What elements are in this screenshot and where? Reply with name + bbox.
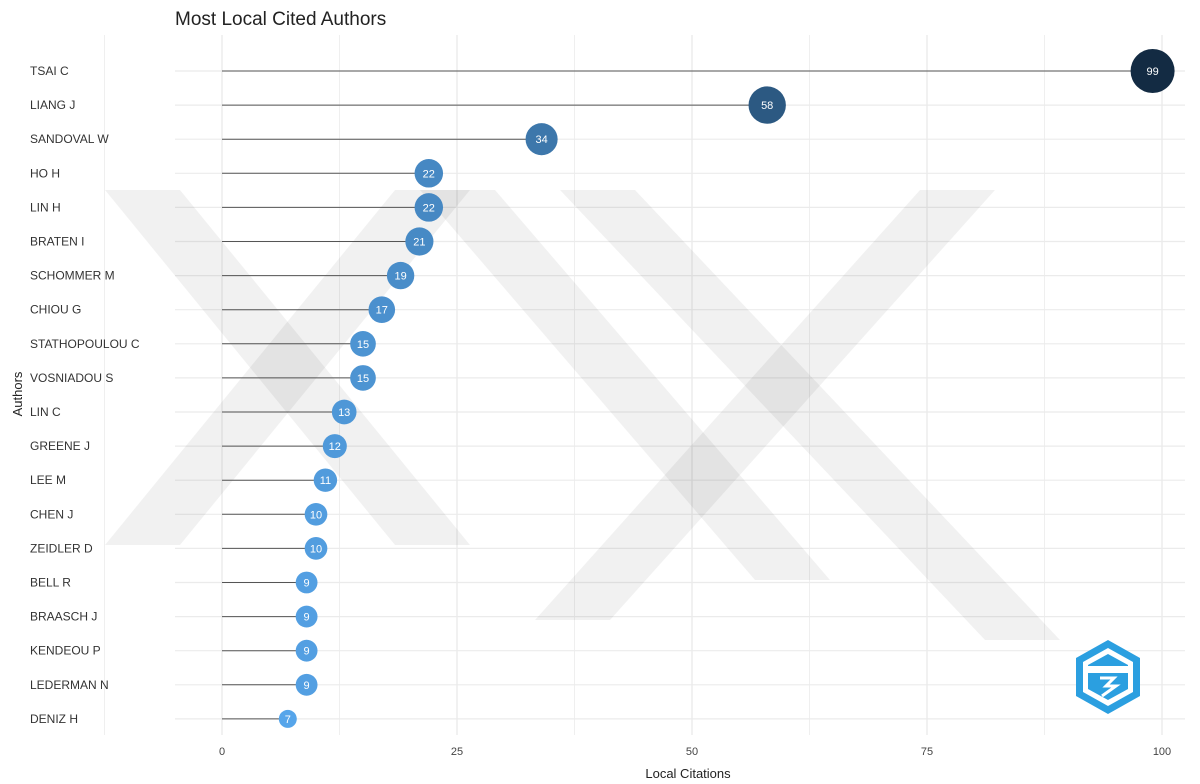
lollipop-dot (295, 639, 318, 662)
value-label: 58 (761, 100, 773, 112)
value-label: 12 (329, 441, 341, 453)
bibliometrix-logo-icon (1076, 640, 1140, 714)
x-axis-title: Local Citations (645, 766, 731, 781)
lollipop-dot (313, 468, 338, 492)
author-label: SCHOMMER M (30, 269, 115, 283)
author-label: BELL R (30, 576, 71, 590)
lollipop-dot (295, 571, 318, 594)
x-tick-label: 100 (1153, 746, 1171, 758)
value-label: 9 (304, 680, 310, 692)
lollipop-dot (386, 261, 415, 290)
author-label: TSAI C (30, 64, 69, 78)
author-labels: TSAI C LIANG J SANDOVAL W HO H LIN H BRATEN I… (30, 64, 140, 726)
author-label: CHIOU G (30, 303, 81, 317)
value-label: 9 (304, 578, 310, 590)
lollipop-dot (322, 434, 347, 459)
lollipop-dot (350, 330, 376, 357)
author-label: GREENE J (30, 439, 90, 453)
author-label: CHEN J (30, 507, 73, 521)
lollipop-dot (405, 227, 434, 256)
author-label: STATHOPOULOU C (30, 337, 140, 351)
author-label: BRAASCH J (30, 610, 97, 624)
author-label: BRATEN I (30, 235, 84, 249)
lollipop-dot (304, 502, 328, 526)
value-label: 15 (357, 373, 369, 385)
lollipop-dot (368, 296, 396, 323)
lollipop-dot (525, 123, 558, 156)
value-label: 9 (304, 612, 310, 624)
lollipop-dot (1130, 49, 1175, 93)
lollipop-dot (748, 86, 786, 124)
lollipop-dot (331, 399, 357, 425)
author-label: LEE M (30, 473, 66, 487)
author-label: HO H (30, 166, 60, 180)
x-tick-label: 25 (451, 746, 463, 758)
watermark-x-logo (105, 190, 1060, 640)
value-label: 11 (320, 475, 331, 487)
x-axis-ticks: 0 25 50 75 100 (219, 746, 1171, 758)
x-tick-label: 50 (686, 746, 698, 758)
x-tick-label: 75 (921, 746, 933, 758)
stems (222, 70, 1153, 720)
lollipop-dot (278, 709, 297, 728)
author-label: SANDOVAL W (30, 132, 109, 146)
value-label: 99 (1146, 66, 1158, 78)
value-label: 34 (535, 134, 547, 146)
lollipop-dot (414, 193, 444, 222)
lollipop-dot (414, 159, 444, 188)
author-label: KENDEOU P (30, 644, 101, 658)
author-label: VOSNIADOU S (30, 371, 113, 385)
author-label: LIN C (30, 405, 61, 419)
author-label: LIN H (30, 200, 61, 214)
y-axis-title: Authors (10, 371, 25, 416)
lollipop-dot (295, 673, 318, 696)
value-label: 22 (423, 168, 435, 180)
lollipop-dot (295, 605, 318, 628)
author-label: LIANG J (30, 98, 75, 112)
value-label: 9 (304, 646, 310, 658)
lollipop-dot (304, 537, 328, 560)
x-tick-label: 0 (219, 746, 225, 758)
value-label: 10 (310, 543, 322, 555)
value-label: 10 (310, 509, 322, 521)
chart-title: Most Local Cited Authors (175, 9, 386, 30)
value-label: 17 (376, 305, 388, 317)
author-label: ZEIDLER D (30, 541, 93, 555)
value-label: 19 (394, 271, 406, 283)
value-label: 7 (285, 714, 291, 726)
author-label: LEDERMAN N (30, 678, 109, 692)
value-label: 21 (413, 237, 425, 249)
author-label: DENIZ H (30, 712, 78, 726)
value-label: 22 (423, 202, 435, 214)
value-label: 15 (357, 339, 369, 351)
value-label: 13 (338, 407, 350, 419)
lollipop-dot (350, 365, 376, 391)
